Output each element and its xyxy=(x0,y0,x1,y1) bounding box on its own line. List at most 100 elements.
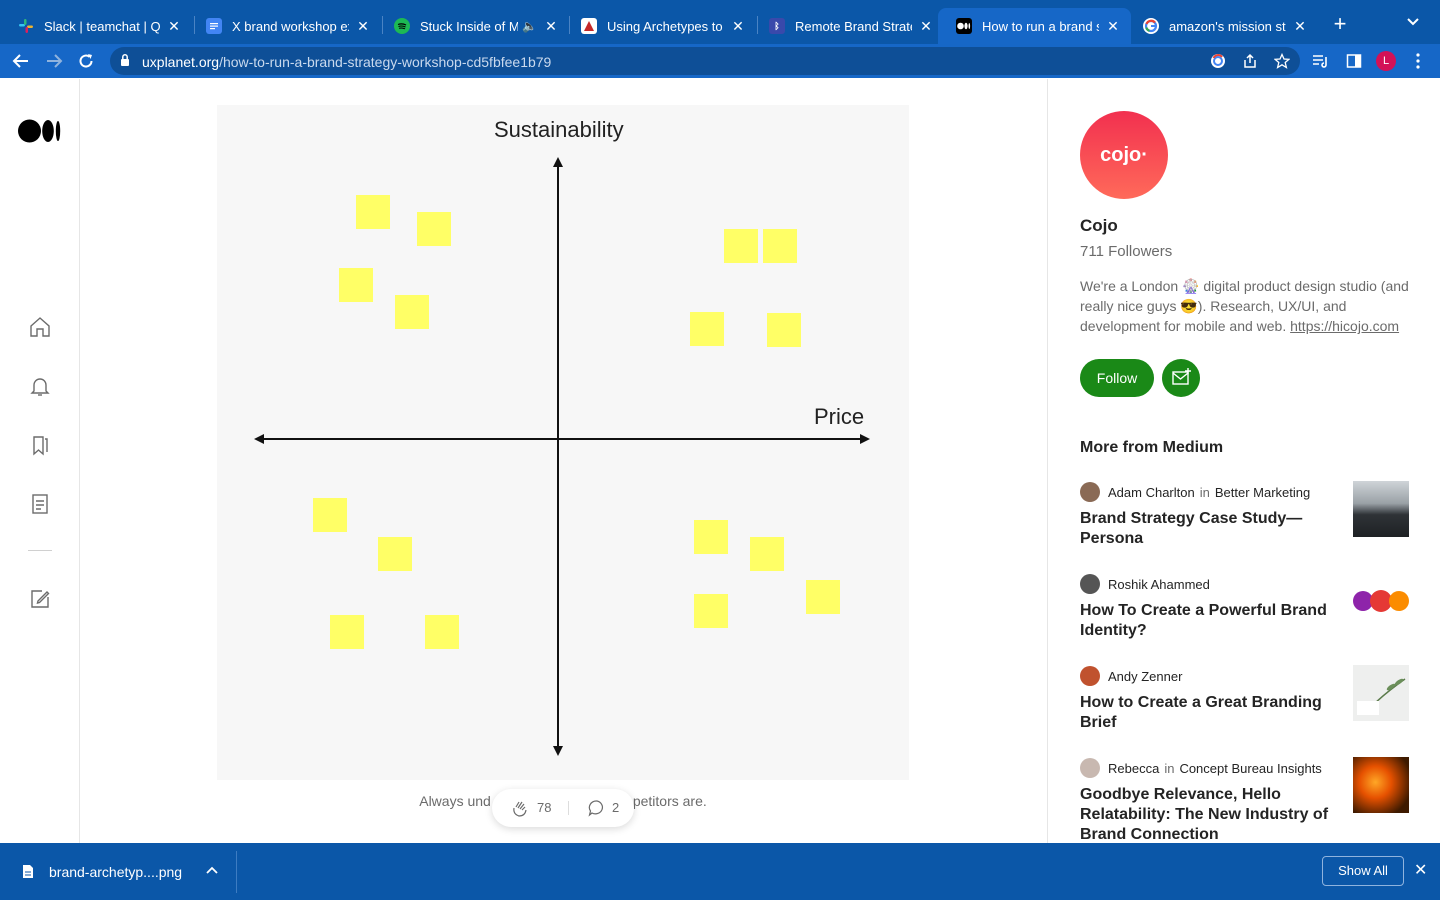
story-card[interactable]: Roshik Ahammed How To Create a Powerful … xyxy=(1080,573,1410,653)
clap-icon[interactable] xyxy=(510,798,530,818)
chevron-up-icon[interactable] xyxy=(206,863,218,877)
author-avatar[interactable]: cojo· xyxy=(1080,111,1168,199)
media-queue-icon[interactable] xyxy=(1311,51,1331,71)
download-file-name[interactable]: brand-archetyp....png xyxy=(49,864,183,880)
forward-arrow-icon[interactable] xyxy=(41,48,67,74)
reload-icon[interactable] xyxy=(73,48,99,74)
more-menu-icon[interactable] xyxy=(1408,51,1428,71)
sticky-note xyxy=(763,229,797,263)
sticky-note xyxy=(694,594,728,628)
close-icon[interactable]: ✕ xyxy=(357,17,369,34)
docs-icon xyxy=(206,18,222,34)
author-bio: We're a London 🎡 digital product design … xyxy=(1080,276,1415,336)
tab-how-to-run-brand-strategy[interactable]: How to run a brand st ✕ xyxy=(938,8,1131,44)
story-publication[interactable]: Better Marketing xyxy=(1214,484,1311,500)
story-title[interactable]: How to Create a Great Branding Brief xyxy=(1080,694,1322,731)
share-icon[interactable] xyxy=(1240,51,1260,71)
story-title[interactable]: How To Create a Powerful Brand Identity? xyxy=(1080,602,1327,639)
figure-caption: Always und petitors are. xyxy=(217,793,909,809)
browser-toolbar: uxplanet.org/how-to-run-a-brand-strategy… xyxy=(0,44,1440,78)
story-thumbnail[interactable] xyxy=(1353,665,1409,721)
tab-docs[interactable]: X brand workshop exe ✕ xyxy=(188,8,381,44)
tab-amazon-mission[interactable]: amazon's mission sta ✕ xyxy=(1125,8,1318,44)
sticky-note xyxy=(724,229,758,263)
subscribe-email-button[interactable] xyxy=(1162,359,1200,397)
author-avatar xyxy=(1080,758,1100,778)
home-icon[interactable] xyxy=(28,315,52,339)
close-icon[interactable]: ✕ xyxy=(920,17,932,34)
sticky-note xyxy=(767,313,801,347)
caption-start: Always und xyxy=(419,793,491,809)
author-name[interactable]: Cojo xyxy=(1080,216,1118,235)
story-title[interactable]: Brand Strategy Case Study—Persona xyxy=(1080,510,1303,547)
bluetooth-icon: ᛒ xyxy=(769,18,785,34)
close-icon[interactable]: ✕ xyxy=(168,17,180,34)
medium-logo-icon[interactable] xyxy=(18,119,62,148)
address-bar[interactable]: uxplanet.org/how-to-run-a-brand-strategy… xyxy=(110,47,1300,75)
story-thumbnail[interactable] xyxy=(1353,757,1409,813)
close-icon[interactable]: ✕ xyxy=(1414,862,1428,879)
sticky-note xyxy=(330,615,364,649)
bookmark-star-icon[interactable] xyxy=(1272,51,1292,71)
sticky-note xyxy=(417,212,451,246)
story-card[interactable]: Rebecca in Concept Bureau Insights Goodb… xyxy=(1080,757,1410,847)
follower-count[interactable]: 711 Followers xyxy=(1080,243,1173,260)
show-all-button[interactable]: Show All xyxy=(1322,856,1404,886)
close-icon[interactable]: ✕ xyxy=(1294,17,1306,34)
tab-remote-brand[interactable]: ᛒ Remote Brand Strateg ✕ xyxy=(751,8,944,44)
url-text: uxplanet.org/how-to-run-a-brand-strategy… xyxy=(142,54,551,70)
sticky-note xyxy=(395,295,429,329)
sticky-note xyxy=(806,580,840,614)
close-icon[interactable]: ✕ xyxy=(1107,17,1119,34)
mail-plus-icon xyxy=(1172,368,1191,385)
write-icon[interactable] xyxy=(28,587,52,611)
follow-button[interactable]: Follow xyxy=(1080,359,1154,397)
tab-slack[interactable]: Slack | teamchat | Qu ✕ xyxy=(0,8,192,44)
story-author[interactable]: Rebecca xyxy=(1108,760,1160,776)
sticky-note xyxy=(313,498,347,532)
side-panel-icon[interactable] xyxy=(1344,51,1364,71)
story-publication[interactable]: Concept Bureau Insights xyxy=(1179,760,1322,776)
left-navigation-rail xyxy=(0,79,80,843)
story-thumbnail[interactable] xyxy=(1353,573,1409,629)
story-author[interactable]: Adam Charlton xyxy=(1108,484,1195,500)
story-author[interactable]: Roshik Ahammed xyxy=(1108,576,1210,592)
author-avatar xyxy=(1080,666,1100,686)
tab-separator xyxy=(569,16,570,34)
tab-title: amazon's mission sta xyxy=(1169,18,1286,34)
sticky-note xyxy=(425,615,459,649)
new-tab-button[interactable]: + xyxy=(1333,11,1347,36)
comment-bubble-icon[interactable] xyxy=(587,798,607,818)
story-meta: Roshik Ahammed xyxy=(1080,573,1210,595)
story-thumbnail[interactable] xyxy=(1353,481,1409,537)
sticky-note xyxy=(356,195,390,229)
sticky-note xyxy=(750,537,784,571)
caption-end: petitors are. xyxy=(632,793,707,809)
floating-action-bar: 78 2 xyxy=(492,789,634,827)
tab-search-chevron-icon[interactable] xyxy=(1406,14,1420,30)
bio-link[interactable]: https://hicojo.com xyxy=(1290,318,1400,334)
horizontal-axis-arrow-right xyxy=(860,434,870,444)
more-from-medium-heading: More from Medium xyxy=(1080,439,1224,456)
story-meta: Andy Zenner xyxy=(1080,665,1182,687)
story-in: in xyxy=(1164,760,1175,776)
tab-archetypes[interactable]: Using Archetypes to D ✕ xyxy=(563,8,756,44)
sticky-note xyxy=(378,537,412,571)
back-arrow-icon[interactable] xyxy=(8,48,34,74)
notifications-bell-icon[interactable] xyxy=(28,374,52,398)
google-lens-icon[interactable] xyxy=(1208,51,1228,71)
profile-avatar[interactable]: L xyxy=(1376,51,1396,71)
close-icon[interactable]: ✕ xyxy=(732,17,744,34)
story-author[interactable]: Andy Zenner xyxy=(1108,668,1183,684)
close-icon[interactable]: ✕ xyxy=(545,17,557,34)
lists-bookmark-icon[interactable] xyxy=(28,433,52,457)
story-card[interactable]: Adam Charlton in Better Marketing Brand … xyxy=(1080,481,1410,561)
speaker-icon[interactable]: 🔈 xyxy=(522,19,537,33)
story-title[interactable]: Goodbye Relevance, Hello Relatability: T… xyxy=(1080,786,1329,843)
tab-title: Remote Brand Strateg xyxy=(795,18,912,34)
stories-document-icon[interactable] xyxy=(28,492,52,516)
story-card[interactable]: Andy Zenner How to Create a Great Brandi… xyxy=(1080,665,1410,745)
right-sidebar: cojo· Cojo 711 Followers We're a London … xyxy=(1047,79,1440,843)
tab-spotify[interactable]: Stuck Inside of Mo 🔈 ✕ xyxy=(376,8,569,44)
medium-icon xyxy=(956,18,972,34)
